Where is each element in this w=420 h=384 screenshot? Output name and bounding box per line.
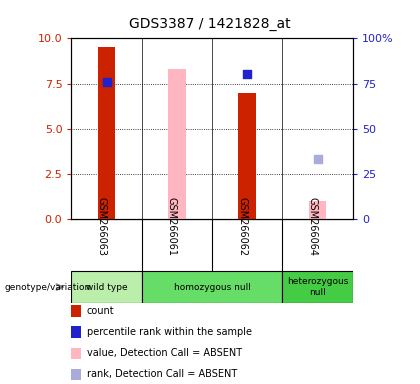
- Bar: [168, 69, 186, 219]
- Text: value, Detection Call = ABSENT: value, Detection Call = ABSENT: [87, 348, 242, 358]
- Text: homozygous null: homozygous null: [173, 283, 251, 291]
- Text: GSM266061: GSM266061: [167, 197, 177, 256]
- Bar: [71, 271, 142, 303]
- Text: wild type: wild type: [86, 283, 127, 291]
- Text: percentile rank within the sample: percentile rank within the sample: [87, 327, 252, 337]
- Bar: [98, 47, 116, 219]
- Point: [244, 71, 251, 78]
- Text: GDS3387 / 1421828_at: GDS3387 / 1421828_at: [129, 17, 291, 31]
- Text: count: count: [87, 306, 115, 316]
- Bar: [142, 271, 282, 303]
- Text: heterozygous
null: heterozygous null: [287, 277, 348, 297]
- Text: GSM266062: GSM266062: [237, 197, 247, 256]
- Text: GSM266063: GSM266063: [97, 197, 107, 256]
- Point: [314, 156, 321, 162]
- Bar: [239, 93, 256, 219]
- Bar: [309, 201, 326, 219]
- Bar: [282, 271, 353, 303]
- Text: genotype/variation: genotype/variation: [4, 283, 90, 291]
- Text: rank, Detection Call = ABSENT: rank, Detection Call = ABSENT: [87, 369, 237, 379]
- Point: [103, 79, 110, 85]
- Text: GSM266064: GSM266064: [307, 197, 318, 256]
